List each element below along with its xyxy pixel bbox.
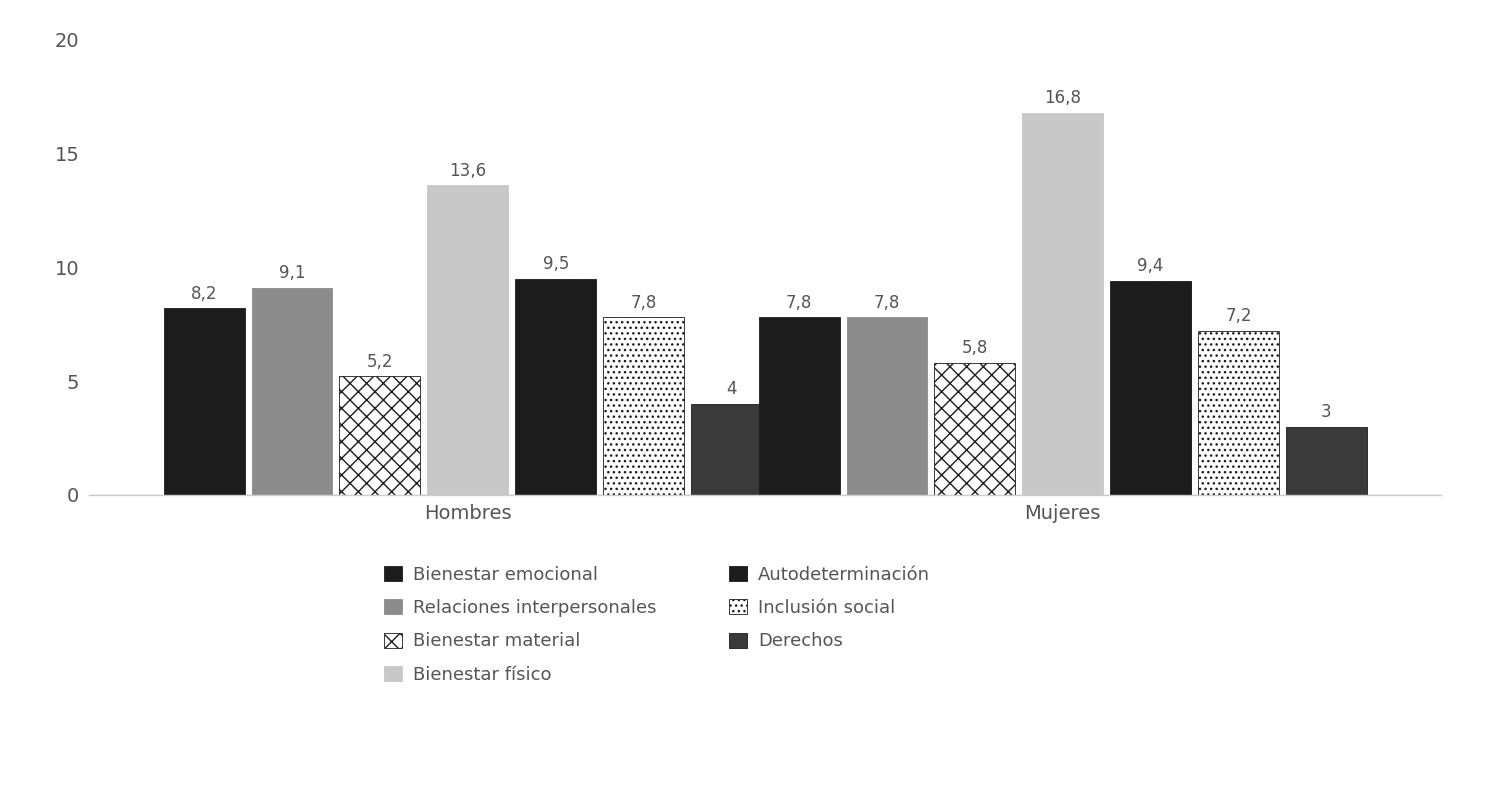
Text: 8,2: 8,2: [190, 285, 217, 302]
Bar: [691, 404, 771, 495]
Text: 3: 3: [1321, 403, 1331, 421]
Bar: [759, 318, 840, 495]
Text: 16,8: 16,8: [1045, 89, 1082, 107]
Bar: [516, 279, 596, 495]
Text: 7,8: 7,8: [786, 294, 813, 312]
Bar: [1022, 113, 1103, 495]
Text: 7,8: 7,8: [630, 294, 657, 312]
Text: 5,8: 5,8: [961, 339, 988, 358]
Text: 9,1: 9,1: [279, 264, 305, 282]
Text: 7,2: 7,2: [1226, 307, 1251, 326]
Bar: [1110, 281, 1192, 495]
Legend: Bienestar emocional, Relaciones interpersonales, Bienestar material, Bienestar f: Bienestar emocional, Relaciones interper…: [377, 559, 938, 691]
Text: 13,6: 13,6: [449, 162, 486, 180]
Bar: [603, 318, 684, 495]
Bar: [428, 185, 508, 495]
Text: 5,2: 5,2: [367, 353, 394, 371]
Text: 4: 4: [727, 380, 737, 398]
Text: 9,5: 9,5: [542, 255, 569, 273]
Bar: [339, 377, 421, 495]
Bar: [251, 288, 333, 495]
Bar: [1198, 331, 1279, 495]
Bar: [163, 308, 245, 495]
Bar: [935, 363, 1015, 495]
Text: 7,8: 7,8: [874, 294, 901, 312]
Bar: [1285, 426, 1367, 495]
Text: 9,4: 9,4: [1137, 257, 1164, 275]
Bar: [847, 318, 927, 495]
